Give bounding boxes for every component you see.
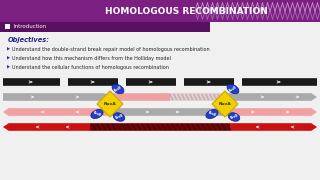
Text: RuvA: RuvA xyxy=(219,102,231,106)
Text: RuvB: RuvB xyxy=(114,114,124,120)
Polygon shape xyxy=(3,123,9,131)
Polygon shape xyxy=(7,47,10,51)
Polygon shape xyxy=(311,93,317,101)
Text: Introduction: Introduction xyxy=(14,24,47,30)
Ellipse shape xyxy=(206,109,218,119)
Text: RuvA: RuvA xyxy=(104,102,116,106)
Text: Understand the double-strand break repair model of homologous recombination: Understand the double-strand break repai… xyxy=(12,47,210,52)
FancyBboxPatch shape xyxy=(0,22,210,32)
Ellipse shape xyxy=(228,113,240,121)
FancyBboxPatch shape xyxy=(5,24,10,29)
Text: RuvB: RuvB xyxy=(229,114,239,120)
Text: Objectives:: Objectives: xyxy=(8,37,50,43)
Ellipse shape xyxy=(113,113,125,121)
Text: RuvB: RuvB xyxy=(113,85,123,93)
Text: RuvB: RuvB xyxy=(228,85,238,93)
Polygon shape xyxy=(104,93,110,101)
Text: RuvB: RuvB xyxy=(92,110,102,118)
Polygon shape xyxy=(311,123,317,131)
Text: Understand the cellular functions of homologous recombination: Understand the cellular functions of hom… xyxy=(12,65,169,70)
Text: Understand how this mechanism differs from the Holliday model: Understand how this mechanism differs fr… xyxy=(12,56,171,61)
Polygon shape xyxy=(97,91,123,117)
Polygon shape xyxy=(7,56,10,60)
Ellipse shape xyxy=(91,109,103,119)
Polygon shape xyxy=(212,91,238,117)
Polygon shape xyxy=(311,108,317,116)
Polygon shape xyxy=(7,65,10,69)
Text: HOMOLOGOUS RECOMBINATION: HOMOLOGOUS RECOMBINATION xyxy=(105,6,268,15)
Ellipse shape xyxy=(112,84,124,94)
Polygon shape xyxy=(3,108,9,116)
FancyBboxPatch shape xyxy=(0,0,320,22)
Text: RuvB: RuvB xyxy=(207,110,217,118)
Ellipse shape xyxy=(227,84,239,94)
